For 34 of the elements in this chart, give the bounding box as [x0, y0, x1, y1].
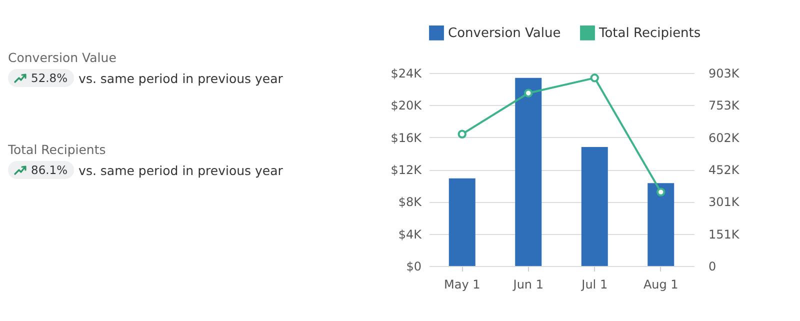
y-tick-label: $12K	[390, 163, 423, 177]
text: 86.1%	[31, 163, 68, 177]
y-tick-label: $20K	[390, 98, 423, 113]
bar	[515, 78, 542, 266]
y2-tick-label: 753K	[708, 98, 740, 113]
text: 52.8%	[31, 71, 68, 85]
y2-tick-label: 151K	[708, 227, 740, 242]
y-tick-label: $16K	[390, 130, 423, 145]
point	[590, 74, 599, 82]
point	[458, 130, 466, 138]
bar	[448, 178, 476, 266]
y2-tick-label: 0	[708, 260, 716, 274]
y2-tick-label: 903K	[708, 66, 740, 80]
text: vs. same period in previous year	[78, 70, 283, 86]
x-tick-label: May 1	[444, 278, 480, 292]
y2-tick-label: 301K	[708, 195, 740, 210]
text: vs. same period in previous year	[78, 162, 283, 178]
y-tick-label: $8K	[398, 195, 423, 210]
y2-tick-label: 602K	[708, 130, 740, 145]
point	[656, 188, 666, 196]
bar	[648, 183, 674, 266]
x-tick-label: Jun 1	[512, 278, 544, 292]
y-tick-label: $0	[406, 260, 422, 274]
y-tick-label: $4K	[398, 227, 423, 242]
text: Total Recipients	[8, 142, 107, 157]
x-tick-label: Aug 1	[643, 278, 678, 292]
y-tick-label: $24K	[390, 66, 423, 80]
point	[524, 88, 533, 98]
text: Conversion Value	[8, 50, 118, 65]
legend-label: Conversion Value	[448, 26, 561, 41]
bar	[581, 146, 608, 266]
legend-label: Total Recipients	[598, 26, 701, 41]
x-tick-label: Jul 1	[580, 278, 608, 292]
y2-tick-label: 452K	[708, 163, 740, 177]
